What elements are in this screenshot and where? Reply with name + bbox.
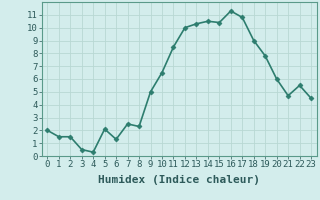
X-axis label: Humidex (Indice chaleur): Humidex (Indice chaleur) — [98, 175, 260, 185]
